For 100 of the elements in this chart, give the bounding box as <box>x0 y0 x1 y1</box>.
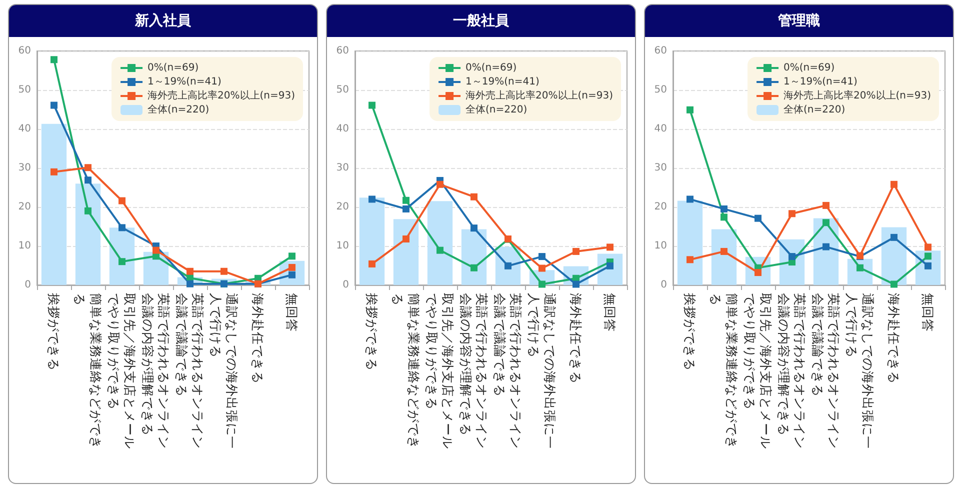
point <box>822 243 830 250</box>
point <box>118 258 126 266</box>
point <box>720 248 728 255</box>
point <box>84 207 92 214</box>
point <box>436 246 444 254</box>
point <box>924 244 932 251</box>
point <box>368 102 376 109</box>
x-tick-label: 英語で行われるオンライン会議の内容が理解できる <box>140 293 172 449</box>
point <box>186 268 194 275</box>
legend-label: 海外売上高比率20%以上(n=93) <box>466 90 614 102</box>
chart-title: 管理職 <box>645 5 953 37</box>
y-tick-label: 10 <box>18 240 31 252</box>
y-tick-label: 0 <box>660 280 667 290</box>
y-tick-label: 0 <box>342 280 349 290</box>
point <box>572 248 580 255</box>
point <box>50 168 58 176</box>
y-tick-label: 40 <box>336 124 349 134</box>
y-tick-label: 50 <box>654 84 667 96</box>
legend-label: 0%(n=69) <box>784 62 835 74</box>
y-tick-label: 30 <box>654 162 667 174</box>
bar <box>677 200 703 285</box>
point <box>368 196 376 203</box>
x-tick-label: 簡単な業務連絡などができる <box>390 293 422 449</box>
point <box>84 164 92 172</box>
point <box>118 197 126 204</box>
point <box>436 180 444 188</box>
point <box>118 224 126 232</box>
x-tick-label: 海外赴任できる <box>568 293 584 384</box>
legend-label: 1～19%(n=41) <box>466 76 540 88</box>
chart-title: 一般社員 <box>327 5 635 37</box>
point <box>686 256 694 264</box>
x-tick-label: 挨拶ができる <box>364 293 380 371</box>
bar <box>41 124 67 285</box>
bar <box>711 229 737 285</box>
point <box>924 262 932 270</box>
x-tick-label: 通訳なしでの海外出張に一人で行ける <box>526 293 558 449</box>
point <box>606 262 614 270</box>
y-tick-label: 0 <box>24 280 31 290</box>
y-tick-label: 10 <box>336 240 349 252</box>
bar <box>427 201 453 285</box>
x-tick-label: 英語で行われるオンライン会議で議論できる <box>492 293 524 449</box>
bar <box>393 219 419 285</box>
x-tick-label: 取引先／海外支店とメールでやり取りができる <box>424 293 456 449</box>
point <box>788 210 796 218</box>
x-tick-label: 英語で行われるオンライン会議の内容が理解できる <box>776 293 808 449</box>
y-tick-label: 10 <box>654 240 667 252</box>
legend-label: 全体(n=220) <box>148 104 210 116</box>
point <box>890 280 898 288</box>
x-tick-label: 挨拶ができる <box>46 293 62 371</box>
point <box>470 264 478 272</box>
bar <box>359 198 385 285</box>
x-tick-label: 海外赴任できる <box>250 293 266 384</box>
point <box>686 106 694 114</box>
y-tick-label: 60 <box>336 46 349 56</box>
point <box>470 224 478 232</box>
point <box>402 205 410 212</box>
point <box>890 234 898 241</box>
point <box>538 264 546 272</box>
x-tick-label: 取引先／海外支店とメールでやり取りができる <box>742 293 774 449</box>
point <box>50 102 58 109</box>
y-tick-label: 50 <box>336 84 349 96</box>
legend-label: 海外売上高比率20%以上(n=93) <box>148 90 296 102</box>
legend-label: 全体(n=220) <box>784 104 846 116</box>
y-tick-label: 60 <box>654 46 667 56</box>
x-tick-label: 通訳なしでの海外出張に一人で行ける <box>844 293 876 449</box>
legend-label: 海外売上高比率20%以上(n=93) <box>784 90 932 102</box>
point <box>220 268 228 275</box>
point <box>470 193 478 200</box>
y-tick-label: 60 <box>18 46 31 56</box>
legend-label: 1～19%(n=41) <box>784 76 858 88</box>
point <box>84 176 92 184</box>
point <box>538 280 546 288</box>
point <box>606 244 614 251</box>
x-tick-label: 無回答 <box>920 293 936 332</box>
x-tick-label: 挨拶ができる <box>682 293 698 371</box>
point <box>288 252 296 260</box>
x-tick-label: 無回答 <box>602 293 618 332</box>
y-tick-label: 30 <box>18 162 31 174</box>
point <box>368 260 376 268</box>
x-tick-label: 簡単な業務連絡などができる <box>72 293 104 449</box>
legend-label: 1～19%(n=41) <box>148 76 222 88</box>
legend-label: 0%(n=69) <box>148 62 199 74</box>
y-tick-label: 20 <box>336 202 349 212</box>
point <box>288 264 296 271</box>
point <box>50 56 58 64</box>
y-tick-label: 30 <box>336 162 349 174</box>
x-tick-label: 取引先／海外支店とメールでやり取りができる <box>106 293 138 449</box>
y-tick-label: 40 <box>18 124 31 134</box>
point <box>402 235 410 242</box>
point <box>890 180 898 188</box>
point <box>720 205 728 212</box>
point <box>402 196 410 204</box>
point <box>822 202 830 209</box>
x-tick-label: 英語で行われるオンライン会議で議論できる <box>174 293 206 449</box>
x-tick-label: 英語で行われるオンライン会議で議論できる <box>810 293 842 449</box>
y-tick-label: 50 <box>18 84 31 96</box>
x-tick-label: 簡単な業務連絡などができる <box>708 293 740 449</box>
y-tick-label: 40 <box>654 124 667 134</box>
point <box>686 196 694 203</box>
x-tick-label: 海外赴任できる <box>886 293 902 384</box>
